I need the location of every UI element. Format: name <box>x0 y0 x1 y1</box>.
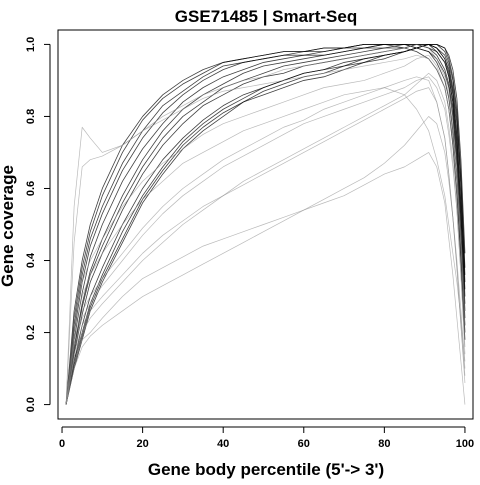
chart-title: GSE71485 | Smart-Seq <box>175 7 357 26</box>
x-tick-label: 40 <box>217 438 229 450</box>
series-line-20 <box>65 76 466 405</box>
series-line-17 <box>65 116 466 405</box>
series-lines <box>65 44 466 405</box>
series-line-22 <box>65 54 466 405</box>
x-tick-label: 60 <box>298 438 310 450</box>
series-line-7 <box>65 44 466 405</box>
y-axis: 0.0 0.2 0.4 0.6 0.8 1.0 <box>25 37 51 412</box>
series-line-21 <box>65 72 466 405</box>
series-line-8 <box>65 44 466 405</box>
x-tick-label: 80 <box>378 438 390 450</box>
series-line-19 <box>65 87 466 405</box>
x-axis: 0 20 40 60 80 100 <box>59 426 474 450</box>
y-tick-label: 0.6 <box>25 181 37 196</box>
series-line-2 <box>65 44 466 405</box>
series-line-4 <box>65 44 466 405</box>
plot-frame <box>57 29 474 420</box>
x-tick-label: 100 <box>456 438 474 450</box>
series-line-18 <box>65 76 466 405</box>
y-tick-label: 0.0 <box>25 397 37 412</box>
x-tick-label: 20 <box>136 438 148 450</box>
y-axis-label: Gene coverage <box>0 165 17 287</box>
y-tick-label: 0.8 <box>25 109 37 124</box>
y-tick-label: 0.4 <box>25 252 37 268</box>
x-axis-label: Gene body percentile (5'-> 3') <box>148 460 384 479</box>
x-tick-label: 0 <box>59 438 65 450</box>
y-tick-label: 0.2 <box>25 325 37 340</box>
series-line-16 <box>65 44 466 405</box>
y-tick-label: 1.0 <box>25 37 37 52</box>
